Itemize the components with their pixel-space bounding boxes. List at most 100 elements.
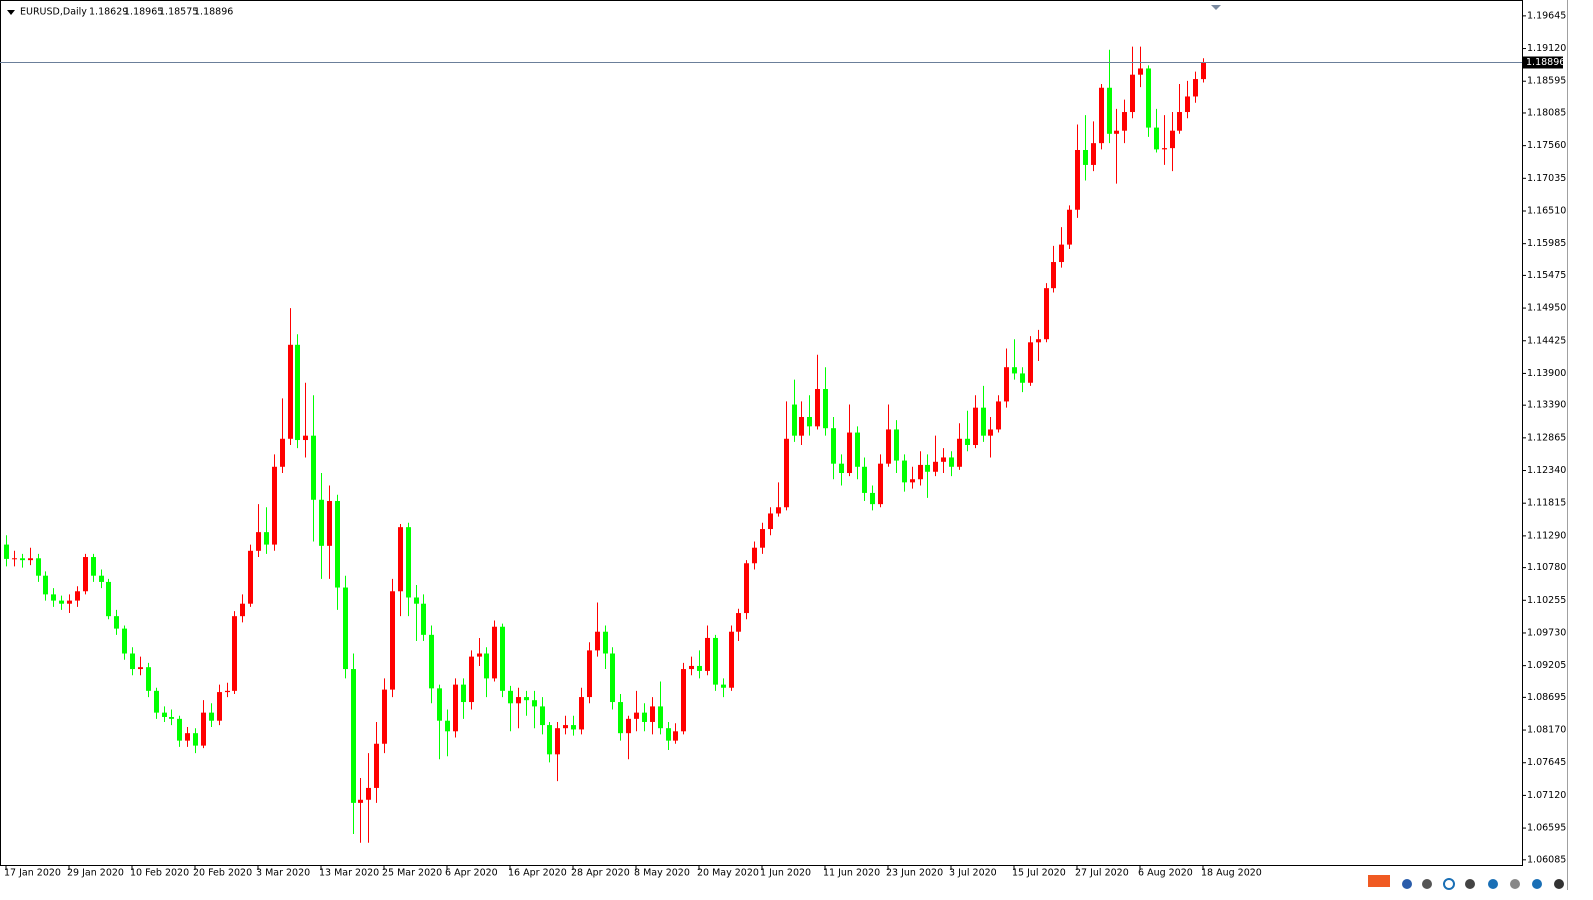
candle-body (1170, 130, 1175, 149)
candle-body (138, 667, 143, 670)
tray-icon[interactable] (1510, 879, 1520, 889)
candle-body (67, 600, 72, 604)
candle-body (784, 438, 789, 508)
y-tick-label: 1.08170 (1527, 725, 1566, 736)
y-tick-label: 1.10255 (1527, 595, 1566, 606)
candle-body (288, 344, 293, 439)
candle-body (752, 547, 757, 564)
x-tick-label: 17 Jan 2020 (4, 868, 61, 879)
candle-body (705, 637, 710, 671)
menu-arrow[interactable] (7, 10, 15, 15)
candle-body (839, 463, 844, 474)
current-price-box (1523, 56, 1563, 69)
candle-body (248, 550, 253, 604)
candle-body (902, 460, 907, 483)
candle-body (571, 725, 576, 730)
tray-icon[interactable] (1402, 879, 1412, 889)
y-tick-label: 1.19645 (1527, 10, 1566, 21)
tray-icon[interactable] (1488, 879, 1498, 889)
tray-icon[interactable] (1368, 875, 1390, 887)
candle-body (792, 404, 797, 436)
y-tick-label: 1.18085 (1527, 107, 1566, 118)
ohlc-close: 1.18896 (194, 7, 233, 18)
candle-body (225, 690, 230, 693)
x-tick-label: 25 Mar 2020 (382, 868, 442, 879)
candle-body (1130, 74, 1135, 113)
candle-body (398, 527, 403, 592)
candle-body (469, 656, 474, 703)
candle-body (295, 344, 300, 441)
candle-body (232, 616, 237, 691)
candle-body (272, 466, 277, 545)
y-tick-label: 1.13900 (1527, 368, 1566, 379)
candle-body (831, 428, 836, 464)
candle-body (429, 634, 434, 689)
candle-body (106, 581, 111, 617)
candle-body (421, 603, 426, 635)
candle-body (319, 499, 324, 546)
candle-body (445, 720, 450, 732)
candle-body (941, 457, 946, 462)
candle-body (524, 697, 529, 701)
candle-body (1004, 367, 1009, 402)
candle-body (311, 435, 316, 500)
tray-icon[interactable] (1422, 879, 1432, 889)
y-tick-label: 1.07120 (1527, 790, 1566, 801)
candle-body (4, 544, 9, 559)
candle-body (1059, 244, 1064, 263)
candle-body (280, 438, 285, 467)
candle-body (1044, 288, 1049, 340)
candle-body (1193, 79, 1198, 97)
candle-body (666, 728, 671, 741)
y-tick-label: 1.18595 (1527, 76, 1566, 87)
candle-body (414, 597, 419, 604)
tray-icon[interactable] (1532, 879, 1542, 889)
candle-body (760, 529, 765, 548)
candle-body (595, 631, 600, 651)
candle-body (99, 575, 104, 582)
x-tick-label: 29 Jan 2020 (67, 868, 124, 879)
y-tick-label: 1.15475 (1527, 270, 1566, 281)
x-tick-label: 13 Mar 2020 (319, 868, 379, 879)
candle-body (957, 438, 962, 467)
candle-body (1091, 143, 1096, 165)
candle-body (894, 429, 899, 461)
candle-body (1154, 127, 1159, 150)
y-tick-label: 1.06595 (1527, 823, 1566, 834)
candle-body (563, 725, 568, 729)
candle-body (1185, 96, 1190, 113)
tray-icon[interactable] (1443, 878, 1455, 890)
candle-body (744, 563, 749, 614)
candle-body (335, 501, 340, 588)
candle-body (28, 558, 33, 561)
candle-body (343, 587, 348, 670)
candle-body (1028, 342, 1033, 383)
candle-body (886, 429, 891, 464)
candle-body (634, 712, 639, 719)
tray-icon[interactable] (1465, 879, 1475, 889)
y-tick-label: 1.13390 (1527, 400, 1566, 411)
candle-body (878, 463, 883, 505)
candle-body (910, 479, 915, 483)
candle-body (713, 637, 718, 685)
candle-body (949, 457, 954, 467)
x-tick-label: 6 Apr 2020 (445, 868, 498, 879)
tray-icon[interactable] (1554, 879, 1564, 889)
candle-body (981, 407, 986, 436)
y-tick-label: 1.14950 (1527, 303, 1566, 314)
x-tick-label: 11 Jun 2020 (823, 868, 880, 879)
y-tick-label: 1.11815 (1527, 498, 1566, 509)
candle-body (1177, 112, 1182, 131)
shift-marker[interactable] (1211, 5, 1221, 10)
candle-body (610, 653, 615, 703)
candle-body (965, 438, 970, 446)
candle-body (689, 665, 694, 670)
candle-body (996, 401, 1001, 430)
x-tick-label: 3 Mar 2020 (256, 868, 310, 879)
candle-body (217, 692, 222, 721)
x-tick-label: 28 Apr 2020 (571, 868, 630, 879)
y-tick-label: 1.10780 (1527, 562, 1566, 573)
candle-body (681, 669, 686, 732)
candle-body (918, 464, 923, 480)
